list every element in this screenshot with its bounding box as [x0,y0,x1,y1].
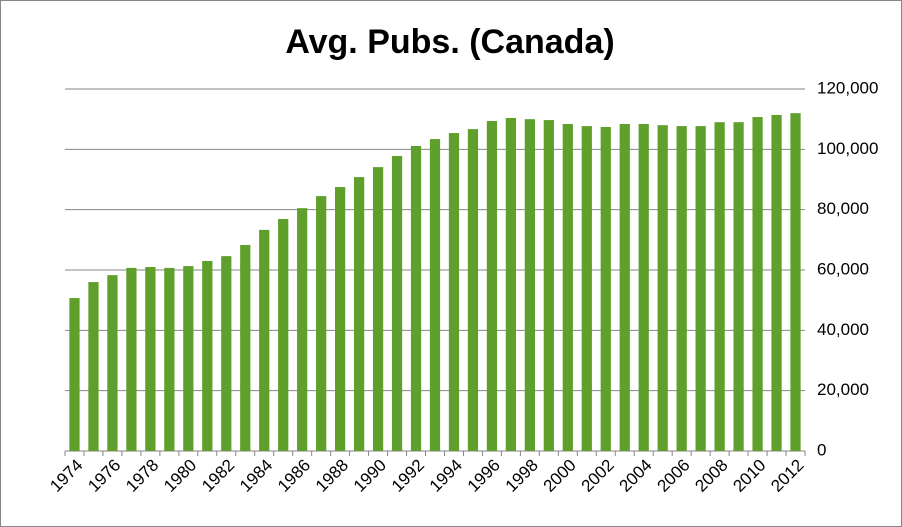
bar [752,117,763,452]
bar [657,125,668,451]
bar [486,120,498,451]
bar [714,122,725,451]
y-tick-label: 20,000 [817,380,869,399]
bar [695,126,706,451]
y-tick-label: 60,000 [817,259,869,278]
bar [316,196,327,451]
bar [676,126,687,451]
bar [619,123,630,451]
bar [581,126,592,451]
bar [467,129,479,451]
bar [391,155,403,451]
bar [240,244,251,451]
y-tick-label: 100,000 [817,139,878,158]
bar [600,127,611,451]
bar [221,256,232,451]
bar [543,120,554,452]
bar [448,133,460,451]
bar [505,117,517,452]
bar [88,282,99,451]
bar [164,267,175,451]
bar [259,229,270,451]
bar [562,123,573,451]
bar [524,119,535,452]
y-tick-label: 0 [817,440,826,459]
bar [372,167,384,452]
bar [733,122,744,451]
bar [790,113,801,451]
bar [107,275,118,451]
bar [126,267,137,451]
chart-title: Avg. Pubs. (Canada) [285,23,614,61]
bar [335,187,346,451]
bar [202,260,213,451]
bar [278,219,289,451]
bar [638,123,649,451]
y-tick-label: 120,000 [817,78,878,97]
bar [69,298,80,451]
bar [145,266,156,451]
bar [429,139,441,451]
y-tick-label: 40,000 [817,320,869,339]
bar [410,146,422,451]
bar [771,114,782,452]
bar [353,177,365,451]
bar [297,208,308,451]
bar [183,266,194,451]
y-tick-label: 80,000 [817,199,869,218]
